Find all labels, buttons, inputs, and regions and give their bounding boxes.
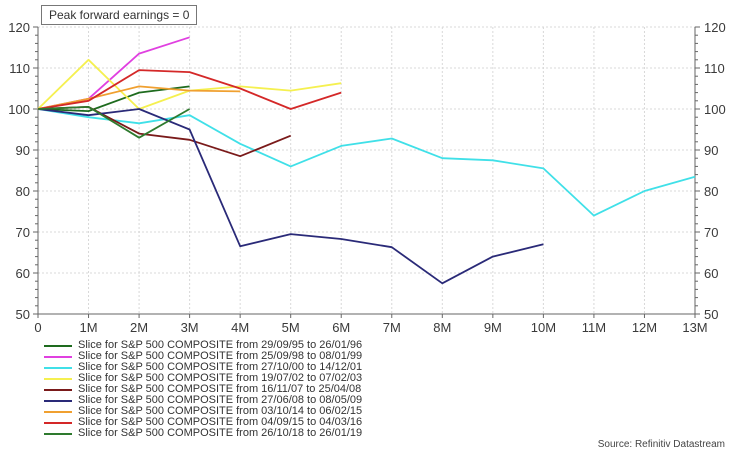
- x-tick-label: 1M: [80, 320, 98, 335]
- y-tick-label-left: 90: [16, 143, 30, 158]
- legend-swatch-icon: [44, 344, 72, 347]
- axes: [33, 26, 700, 318]
- y-tick-label-right: 100: [704, 102, 726, 117]
- legend-item: Slice for S&P 500 COMPOSITE from 27/10/0…: [44, 362, 362, 373]
- legend-item: Slice for S&P 500 COMPOSITE from 03/10/1…: [44, 406, 362, 417]
- legend-label: Slice for S&P 500 COMPOSITE from 03/10/1…: [78, 405, 363, 417]
- legend-item: Slice for S&P 500 COMPOSITE from 04/09/1…: [44, 417, 362, 428]
- series-lines: [37, 36, 696, 285]
- x-tick-label: 4M: [231, 320, 249, 335]
- legend-label: Slice for S&P 500 COMPOSITE from 27/06/0…: [78, 394, 363, 406]
- legend-label: Slice for S&P 500 COMPOSITE from 19/07/0…: [78, 372, 363, 384]
- series-line-6: [37, 85, 241, 110]
- y-tick-label-right: 80: [704, 184, 718, 199]
- y-tick-label-right: 120: [704, 20, 726, 35]
- legend-swatch-icon: [44, 410, 72, 413]
- series-line-2: [37, 108, 696, 217]
- x-tick-label: 0: [34, 320, 41, 335]
- y-tick-label-left: 50: [16, 307, 30, 322]
- series-line-8: [37, 106, 191, 139]
- legend: Slice for S&P 500 COMPOSITE from 29/09/9…: [44, 340, 362, 439]
- legend-swatch-icon: [44, 421, 72, 424]
- y-tick-label-left: 70: [16, 225, 30, 240]
- x-tick-label: 2M: [130, 320, 148, 335]
- x-tick-label: 3M: [181, 320, 199, 335]
- legend-item: Slice for S&P 500 COMPOSITE from 29/09/9…: [44, 340, 362, 351]
- series-line-0: [37, 85, 190, 112]
- legend-item: Slice for S&P 500 COMPOSITE from 16/11/0…: [44, 384, 362, 395]
- source-note: Source: Refinitiv Datastream: [597, 439, 725, 450]
- x-tick-label: 13M: [682, 320, 707, 335]
- y-tick-label-left: 110: [9, 61, 30, 76]
- series-line-7: [37, 69, 342, 110]
- x-tick-label: 5M: [282, 320, 300, 335]
- legend-swatch-icon: [44, 388, 72, 391]
- annotation-box: Peak forward earnings = 0: [41, 5, 198, 25]
- legend-item: Slice for S&P 500 COMPOSITE from 19/07/0…: [44, 373, 362, 384]
- legend-item: Slice for S&P 500 COMPOSITE from 27/06/0…: [44, 395, 362, 406]
- y-tick-label-left: 80: [16, 184, 30, 199]
- y-tick-label-right: 70: [704, 225, 718, 240]
- y-tick-label-right: 110: [704, 61, 725, 76]
- legend-label: Slice for S&P 500 COMPOSITE from 04/09/1…: [78, 416, 363, 428]
- legend-label: Slice for S&P 500 COMPOSITE from 29/09/9…: [78, 339, 363, 351]
- legend-label: Slice for S&P 500 COMPOSITE from 26/10/1…: [78, 427, 363, 439]
- y-tick-label-right: 60: [704, 266, 718, 281]
- legend-swatch-icon: [44, 399, 72, 402]
- legend-swatch-icon: [44, 355, 72, 358]
- legend-label: Slice for S&P 500 COMPOSITE from 27/10/0…: [78, 361, 363, 373]
- x-tick-label: 10M: [531, 320, 556, 335]
- y-tick-label-left: 60: [16, 266, 30, 281]
- x-tick-label: 8M: [433, 320, 451, 335]
- x-tick-label: 9M: [484, 320, 502, 335]
- legend-item: Slice for S&P 500 COMPOSITE from 26/10/1…: [44, 428, 362, 439]
- tick-labels: 50 50 60 60 70 70 80 80 90 90 100 100 110 110 120 120 0 1…: [8, 20, 725, 335]
- legend-swatch-icon: [44, 377, 72, 380]
- x-tick-label: 6M: [332, 320, 350, 335]
- y-tick-label-right: 90: [704, 143, 718, 158]
- legend-label: Slice for S&P 500 COMPOSITE from 25/09/9…: [78, 350, 363, 362]
- series-line-5: [37, 108, 544, 285]
- grid-lines: [38, 26, 695, 314]
- y-tick-label-left: 120: [8, 20, 30, 35]
- y-tick-label-right: 50: [704, 307, 718, 322]
- legend-swatch-icon: [44, 366, 72, 369]
- legend-label: Slice for S&P 500 COMPOSITE from 16/11/0…: [78, 383, 362, 395]
- x-tick-label: 11M: [582, 320, 606, 335]
- legend-item: Slice for S&P 500 COMPOSITE from 25/09/9…: [44, 351, 362, 362]
- x-tick-label: 12M: [632, 320, 657, 335]
- legend-swatch-icon: [44, 432, 72, 435]
- y-tick-label-left: 100: [8, 102, 30, 117]
- x-tick-label: 7M: [383, 320, 401, 335]
